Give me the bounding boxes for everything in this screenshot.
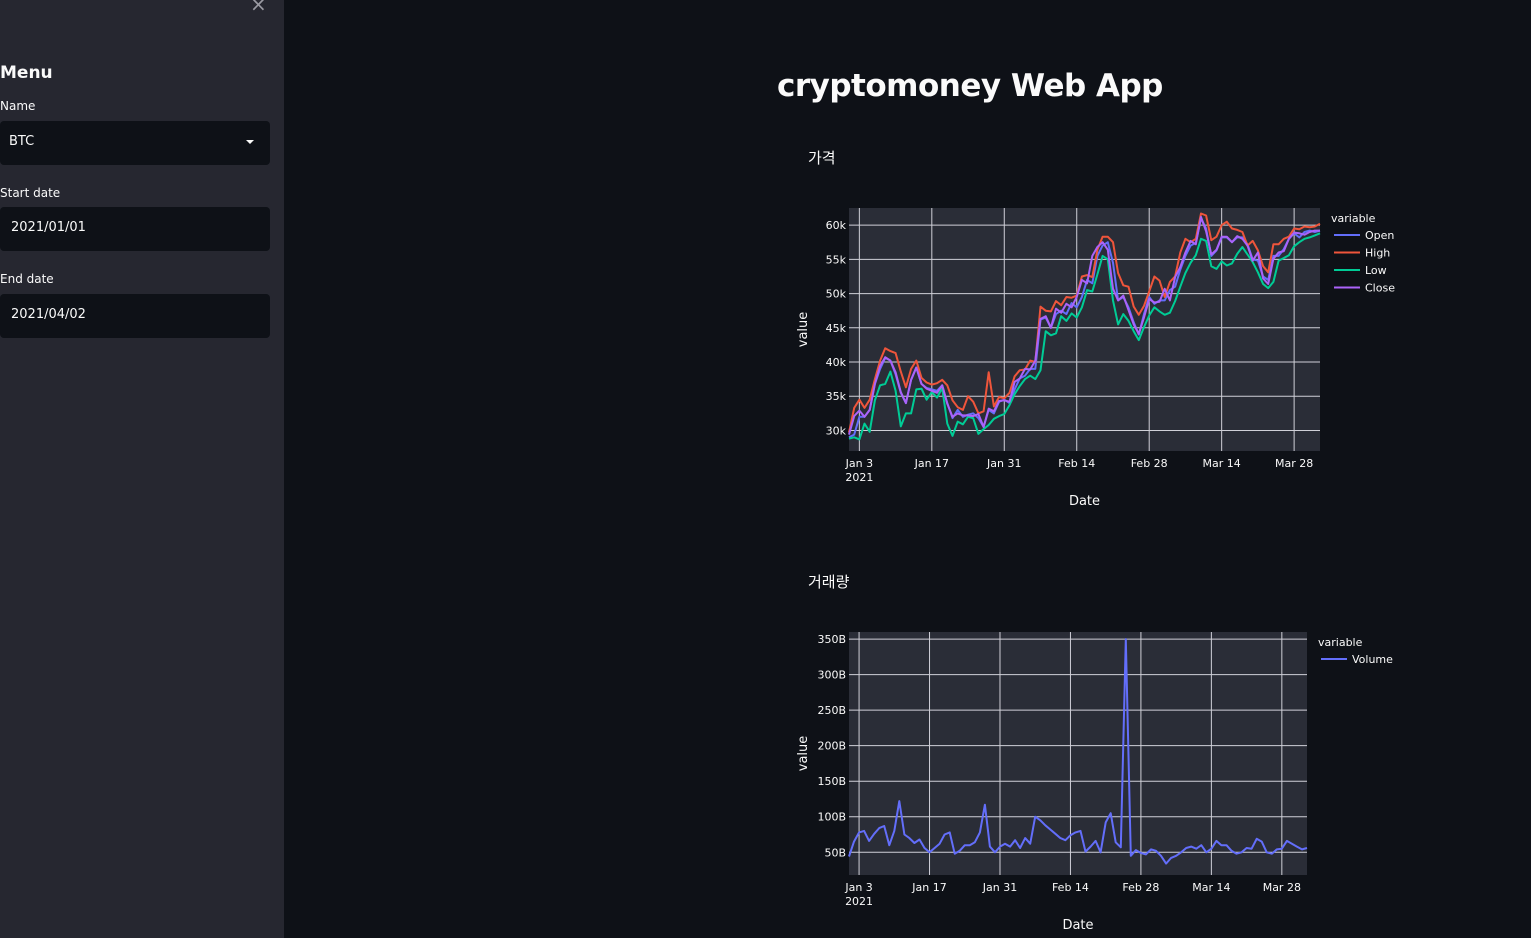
x-tick-year: 2021	[845, 895, 873, 908]
legend-title: variable	[1318, 636, 1363, 649]
y-tick-label: 350B	[817, 633, 846, 646]
x-tick-label: Mar 28	[1275, 457, 1313, 470]
name-select-value: BTC	[9, 134, 35, 149]
series-line-low[interactable]	[848, 232, 1321, 441]
x-tick-label: Jan 17	[914, 457, 949, 470]
legend-item-label[interactable]: Open	[1365, 229, 1394, 242]
y-tick-label: 150B	[817, 775, 846, 788]
legend-item-label[interactable]: Close	[1365, 282, 1395, 295]
y-tick-label: 200B	[817, 740, 846, 753]
x-tick-label: Jan 31	[982, 881, 1017, 894]
x-tick-label: Mar 28	[1263, 881, 1301, 894]
x-tick-label: Feb 14	[1058, 457, 1095, 470]
x-tick-label: Feb 28	[1131, 457, 1168, 470]
x-tick-label: Jan 31	[986, 457, 1021, 470]
start-date-value: 2021/01/01	[11, 220, 86, 235]
y-tick-label: 40k	[826, 356, 847, 369]
series-line-close[interactable]	[848, 215, 1320, 435]
plot-area	[849, 632, 1307, 875]
page-title: cryptomoney Web App	[777, 68, 1163, 104]
legend-item-label[interactable]: Volume	[1352, 653, 1393, 666]
legend-item-label[interactable]: Low	[1365, 264, 1387, 277]
end-date-input[interactable]: 2021/04/02	[0, 294, 270, 338]
y-tick-label: 60k	[826, 219, 847, 232]
y-tick-label: 100B	[817, 811, 846, 824]
x-tick-label: Jan 3	[845, 457, 873, 470]
end-date-label: End date	[0, 272, 54, 286]
x-tick-label: Mar 14	[1192, 881, 1230, 894]
y-tick-label: 55k	[826, 253, 847, 266]
legend-title: variable	[1331, 212, 1376, 225]
volume-chart[interactable]: 50B 100B 150B 200B 250B 300B 350B Jan 3 Jan 17 Ja…	[786, 624, 1426, 938]
series-line-volume[interactable]	[848, 638, 1308, 865]
price-chart[interactable]: 30k 35k 40k 45k 50k 55k 60k Jan 3 Jan 17 Jan 31 Fe…	[786, 200, 1426, 520]
y-tick-label: 250B	[817, 704, 846, 717]
chevron-down-icon	[246, 140, 254, 144]
x-tick-label: Feb 14	[1052, 881, 1089, 894]
close-sidebar-icon[interactable]: ×	[250, 0, 267, 16]
x-tick-label: Feb 28	[1122, 881, 1159, 894]
start-date-label: Start date	[0, 186, 61, 200]
start-date-input[interactable]: 2021/01/01	[0, 207, 270, 251]
sidebar: × Menu Name BTC Start date 2021/01/01 En…	[0, 0, 284, 938]
name-select[interactable]: BTC	[0, 121, 270, 165]
y-tick-label: 30k	[826, 424, 847, 437]
series-line-high[interactable]	[848, 212, 1321, 433]
end-date-value: 2021/04/02	[11, 307, 86, 322]
sidebar-menu-title: Menu	[0, 63, 53, 83]
y-axis-label: value	[796, 312, 811, 348]
y-tick-label: 50k	[826, 288, 847, 301]
x-axis-label: Date	[1062, 918, 1093, 933]
name-label: Name	[0, 99, 36, 113]
price-chart-heading: 가격	[808, 149, 836, 167]
x-tick-label: Jan 3	[844, 881, 872, 894]
y-axis-label: value	[796, 736, 811, 772]
x-axis-label: Date	[1069, 494, 1100, 509]
y-tick-label: 45k	[826, 322, 847, 335]
legend-item-label[interactable]: High	[1365, 247, 1390, 260]
x-tick-label: Mar 14	[1203, 457, 1241, 470]
volume-chart-heading: 거래량	[808, 573, 850, 591]
x-tick-label: Jan 17	[911, 881, 946, 894]
y-tick-label: 35k	[826, 390, 847, 403]
x-tick-year: 2021	[845, 471, 873, 484]
y-tick-label: 50B	[824, 846, 846, 859]
y-tick-label: 300B	[817, 669, 846, 682]
